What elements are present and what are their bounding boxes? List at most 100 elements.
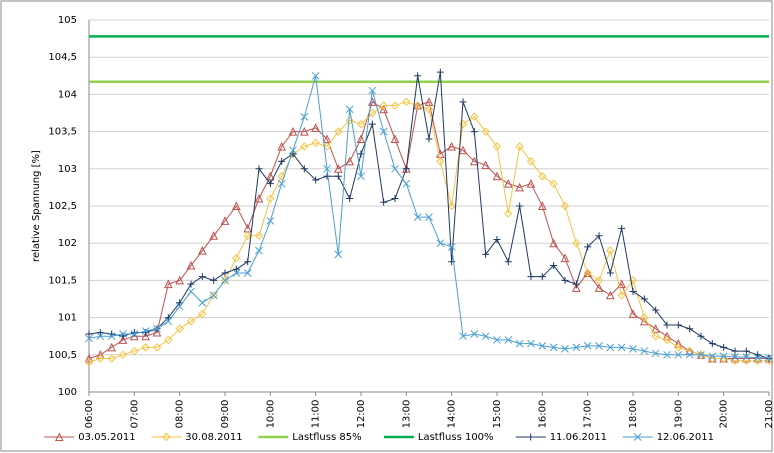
marker bbox=[380, 198, 388, 206]
marker bbox=[368, 120, 376, 128]
marker bbox=[175, 302, 184, 311]
y-tick-label: 104,5 bbox=[48, 52, 77, 63]
marker bbox=[425, 135, 433, 143]
marker bbox=[175, 324, 184, 333]
marker bbox=[663, 350, 671, 359]
marker bbox=[357, 172, 365, 181]
marker bbox=[640, 313, 649, 322]
marker bbox=[266, 217, 275, 225]
y-tick-label: 103 bbox=[58, 164, 77, 175]
marker bbox=[526, 179, 536, 188]
marker bbox=[107, 332, 116, 341]
marker bbox=[141, 343, 150, 352]
marker bbox=[255, 246, 263, 255]
marker bbox=[515, 142, 524, 151]
marker bbox=[323, 164, 331, 173]
y-tick-label: 103,5 bbox=[48, 127, 77, 138]
marker bbox=[424, 105, 434, 114]
x-tick-label: 11:00 bbox=[311, 400, 322, 429]
y-tick-label: 101 bbox=[58, 313, 77, 324]
x-tick-label: 06:00 bbox=[84, 400, 95, 429]
marker bbox=[572, 238, 581, 248]
marker bbox=[527, 273, 535, 281]
marker bbox=[572, 283, 581, 292]
marker bbox=[651, 331, 660, 341]
marker bbox=[629, 288, 637, 296]
marker bbox=[356, 119, 366, 129]
marker bbox=[334, 127, 343, 136]
legend-label: 30.08.2011 bbox=[185, 432, 242, 443]
marker bbox=[515, 182, 524, 192]
y-tick-label: 100 bbox=[58, 387, 77, 398]
marker bbox=[254, 193, 264, 203]
legend-label: 11.06.2011 bbox=[550, 432, 607, 443]
marker bbox=[187, 287, 195, 296]
marker bbox=[402, 165, 410, 173]
marker bbox=[300, 112, 309, 121]
marker bbox=[504, 179, 513, 188]
marker bbox=[323, 172, 331, 180]
marker bbox=[561, 276, 569, 284]
marker bbox=[243, 231, 252, 240]
marker bbox=[697, 350, 705, 359]
marker bbox=[549, 238, 558, 248]
marker bbox=[617, 279, 626, 289]
x-tick-label: 09:00 bbox=[220, 400, 231, 429]
marker bbox=[311, 123, 320, 132]
marker bbox=[142, 328, 150, 336]
marker bbox=[312, 176, 320, 184]
marker bbox=[96, 332, 105, 341]
marker bbox=[696, 350, 706, 360]
marker bbox=[436, 239, 445, 248]
legend-label: Lastfluss 85% bbox=[292, 432, 361, 443]
marker bbox=[663, 321, 671, 329]
marker bbox=[232, 265, 240, 273]
marker bbox=[652, 306, 660, 314]
marker bbox=[54, 432, 64, 441]
marker bbox=[379, 104, 388, 114]
y-tick-label: 105 bbox=[58, 15, 77, 26]
marker bbox=[765, 355, 773, 363]
legend-label: Lastfluss 100% bbox=[418, 432, 494, 443]
marker bbox=[633, 433, 642, 441]
marker bbox=[708, 354, 717, 363]
marker bbox=[390, 134, 400, 144]
marker bbox=[277, 141, 286, 151]
marker bbox=[447, 141, 456, 151]
marker bbox=[640, 295, 648, 303]
marker bbox=[527, 339, 535, 348]
x-tick-label: 07:00 bbox=[129, 400, 140, 429]
marker bbox=[85, 330, 93, 338]
marker bbox=[516, 202, 524, 210]
marker bbox=[96, 354, 105, 363]
marker bbox=[198, 246, 207, 255]
x-tick-label: 08:00 bbox=[175, 400, 186, 429]
marker bbox=[278, 157, 286, 165]
marker bbox=[640, 347, 649, 355]
marker bbox=[447, 201, 456, 211]
marker bbox=[470, 156, 479, 166]
x-tick-label: 18:00 bbox=[628, 400, 639, 429]
marker bbox=[356, 134, 366, 144]
marker bbox=[504, 209, 513, 218]
x-tick-label: 15:00 bbox=[492, 400, 503, 429]
marker bbox=[334, 250, 343, 259]
marker bbox=[413, 213, 422, 222]
marker bbox=[708, 352, 717, 361]
marker bbox=[153, 324, 161, 333]
y-tick-label: 104 bbox=[58, 89, 77, 100]
marker bbox=[255, 165, 263, 173]
marker bbox=[662, 335, 672, 345]
marker bbox=[436, 157, 445, 166]
marker bbox=[447, 243, 456, 251]
marker bbox=[311, 138, 320, 147]
marker bbox=[527, 433, 535, 441]
x-tick-label: 14:00 bbox=[447, 400, 458, 429]
y-tick-label: 101,5 bbox=[48, 275, 77, 286]
marker bbox=[345, 105, 354, 114]
marker bbox=[164, 279, 173, 289]
marker bbox=[209, 231, 218, 240]
marker bbox=[685, 350, 694, 359]
